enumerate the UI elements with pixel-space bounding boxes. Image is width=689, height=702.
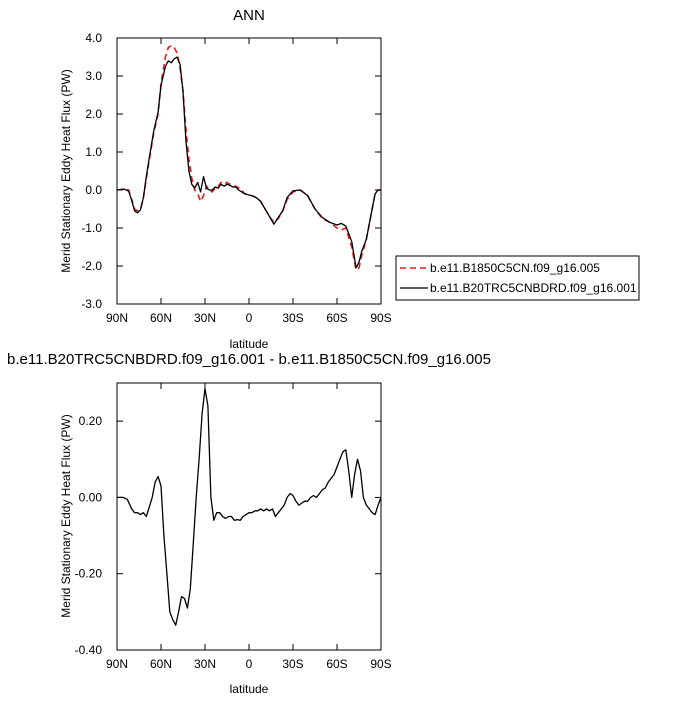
y-tick-label: 0.0 — [85, 183, 102, 197]
y-tick-label: -0.20 — [75, 567, 103, 581]
top-chart-xlabel: latitude — [230, 337, 269, 351]
bottom-chart-xlabel: latitude — [230, 682, 269, 696]
y-tick-label: -1.0 — [81, 221, 102, 235]
x-tick-label: 60N — [150, 657, 172, 671]
bottom-chart-title: b.e11.B20TRC5CNBDRD.f09_g16.001 - b.e11.… — [7, 351, 491, 368]
legend-box — [395, 255, 640, 301]
bottom-chart-ylabel: Merid Stationary Eddy Heat Flux (PW) — [59, 414, 73, 617]
legend: b.e11.B1850C5CN.f09_g16.005 b.e11.B20TRC… — [395, 255, 640, 301]
bottom-chart: b.e11.B20TRC5CNBDRD.f09_g16.001 - b.e11.… — [7, 351, 491, 696]
top-chart-lines — [116, 44, 381, 271]
y-tick-label: 1.0 — [85, 145, 102, 159]
x-tick-label: 30S — [282, 657, 303, 671]
bottom-chart-lines — [117, 388, 382, 626]
x-tick-label: 30N — [194, 657, 216, 671]
x-tick-label: 30S — [282, 311, 303, 325]
top-chart-ticks: 90N 60N 30N 0 30S 60S 90S -3.0 -2.0 -1.0 0.0 1.0 2.0… — [81, 31, 391, 325]
y-tick-label: 0.00 — [79, 490, 103, 504]
y-tick-label: 0.20 — [79, 414, 103, 428]
bottom-chart-ticks: 90N 60N 30N 0 30S 60S 90S -0.40 -0.20 0.00 0.20 — [75, 383, 392, 671]
x-tick-label: 60S — [326, 311, 347, 325]
x-tick-label: 60N — [150, 311, 172, 325]
top-chart: ANN 90N 60N 30N 0 30S 60S 90S -3.0 -2.0 -1.0 0.0 1.… — [59, 7, 640, 351]
x-tick-label: 90S — [370, 657, 391, 671]
series-line-1 — [117, 388, 382, 626]
x-tick-label: 90N — [106, 657, 128, 671]
legend-label-series-1: b.e11.B1850C5CN.f09_g16.005 — [430, 261, 600, 275]
top-chart-frame — [116, 37, 382, 305]
y-tick-label: 4.0 — [85, 31, 102, 45]
legend-label-series-2: b.e11.B20TRC5CNBDRD.f09_g16.001 — [430, 281, 637, 295]
y-tick-label: -0.40 — [75, 643, 103, 657]
x-tick-label: 60S — [326, 657, 347, 671]
y-tick-label: -2.0 — [81, 259, 102, 273]
x-tick-label: 0 — [246, 311, 253, 325]
x-tick-label: 90N — [106, 311, 128, 325]
series-line-2 — [116, 56, 381, 269]
x-tick-label: 30N — [194, 311, 216, 325]
top-chart-ylabel: Merid Stationary Eddy Heat Flux (PW) — [59, 69, 73, 272]
x-tick-label: 0 — [246, 657, 253, 671]
y-tick-label: 3.0 — [85, 69, 102, 83]
bottom-chart-frame — [116, 382, 382, 651]
y-tick-label: -3.0 — [81, 297, 102, 311]
top-chart-title: ANN — [233, 7, 265, 24]
series-line-1 — [116, 44, 381, 271]
x-tick-label: 90S — [370, 311, 391, 325]
y-tick-label: 2.0 — [85, 107, 102, 121]
